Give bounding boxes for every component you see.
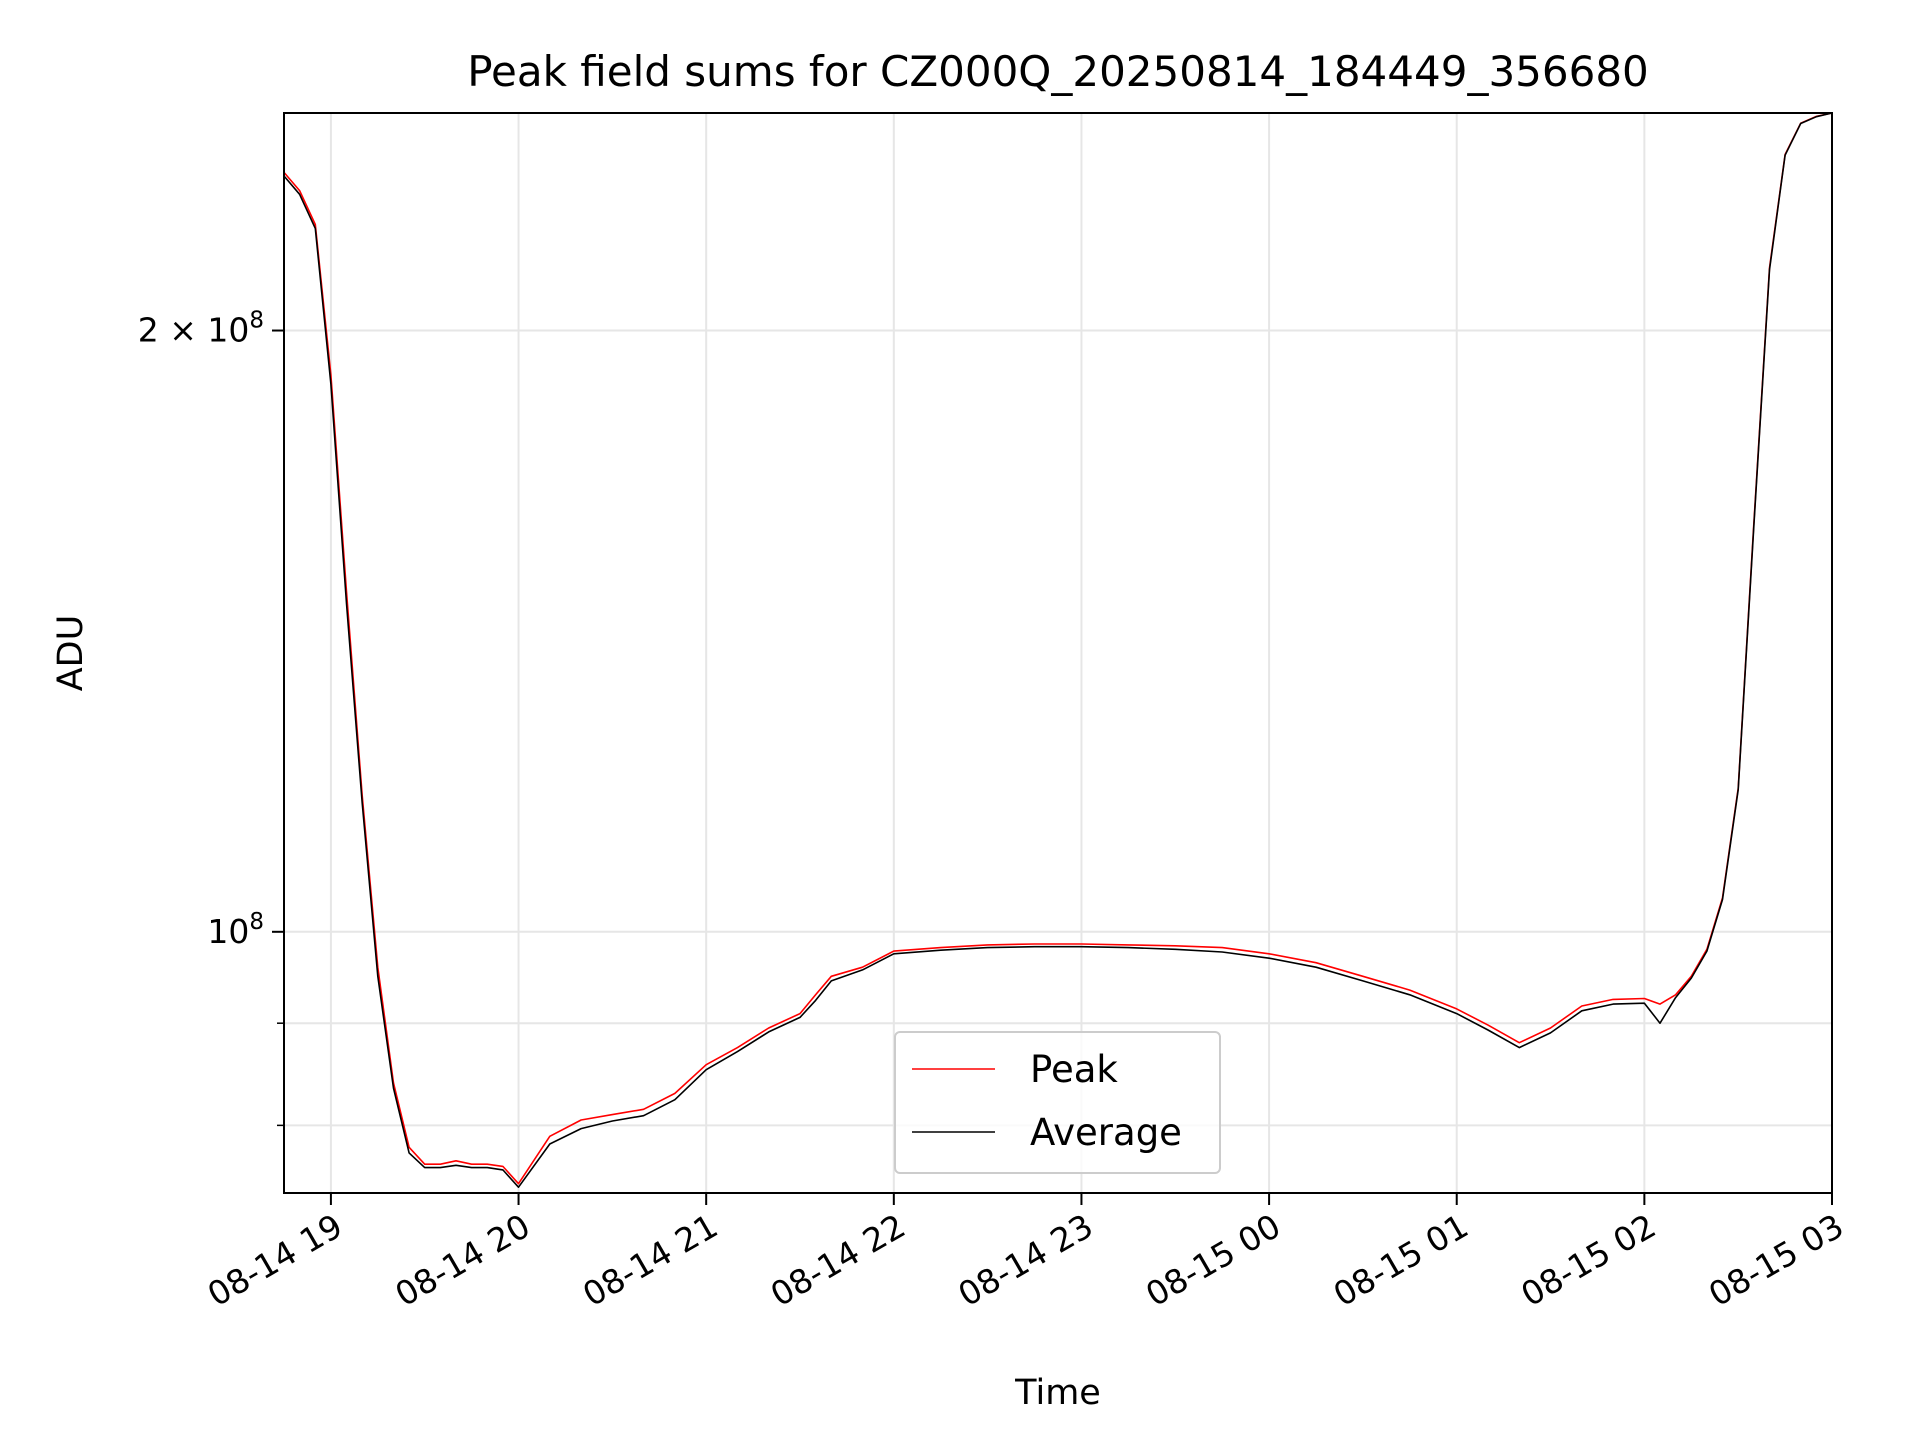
legend-average-label: Average [1030,1111,1182,1154]
x-axis-title: Time [1014,1373,1101,1413]
series-line-average [283,112,1833,1188]
y-tick-label: 2 × 108 [138,308,264,350]
legend-peak-label: Peak [1030,1048,1118,1091]
legend-box [894,1031,1221,1174]
legend: Peak Average [894,1031,1221,1174]
series-line-peak [283,112,1833,1185]
y-axis-title: ADU [51,615,91,692]
y-tick-label: 108 [207,909,264,951]
series-lines [283,112,1833,1188]
plot-area-frame [283,112,1833,1194]
chart-title: Peak field sums for CZ000Q_20250814_1844… [467,47,1649,96]
